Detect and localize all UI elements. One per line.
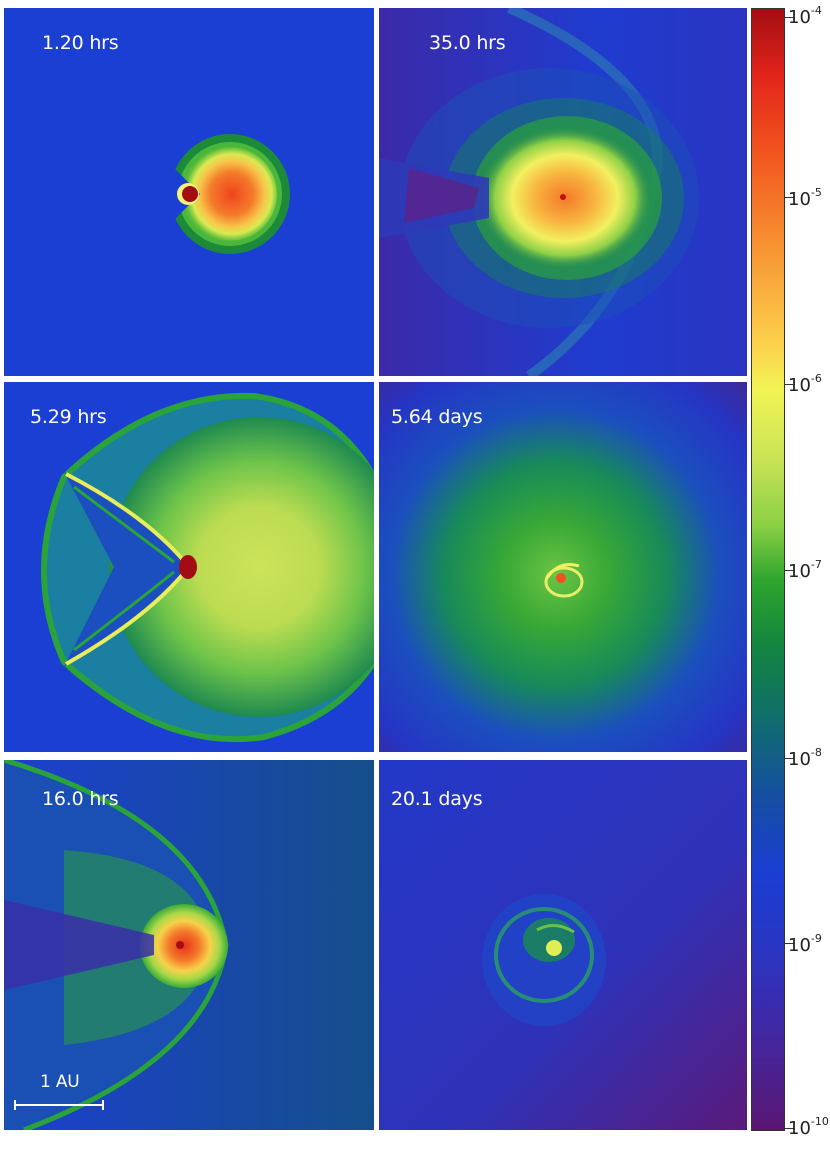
colorbar [751, 8, 785, 1131]
panel-time-label: 1.20 hrs [42, 32, 119, 54]
density-map-2 [379, 8, 747, 376]
colorbar-tick [785, 17, 795, 18]
density-map-4 [379, 382, 747, 752]
panel-35-0-hrs: 35.0 hrs [379, 8, 747, 376]
density-map-1 [4, 8, 374, 376]
density-map-3 [4, 382, 374, 752]
colorbar-tick-label: 10-8 [788, 746, 822, 770]
colorbar-tick [785, 197, 795, 198]
colorbar-tick-label: 10-6 [788, 372, 822, 396]
colorbar-tick [785, 570, 795, 571]
colorbar-tick [785, 943, 795, 944]
colorbar-tick-label: 10-10 [788, 1115, 829, 1139]
scale-bar-label: 1 AU [40, 1072, 80, 1092]
colorbar-tick-label: 10-9 [788, 932, 822, 956]
colorbar-tick [785, 384, 795, 385]
panel-time-label: 5.29 hrs [30, 406, 107, 428]
panel-5-29-hrs: 5.29 hrs [4, 382, 374, 752]
panel-time-label: 35.0 hrs [429, 32, 506, 54]
colorbar-tick-label: 10-5 [788, 186, 822, 210]
colorbar-tick-label: 10-7 [788, 558, 822, 582]
panel-1-20-hrs: 1.20 hrs [4, 8, 374, 376]
density-map-5 [4, 760, 374, 1130]
density-map-6 [379, 760, 747, 1130]
colorbar-tick [785, 758, 795, 759]
panel-20-1-days: 20.1 days [379, 760, 747, 1130]
scale-bar [14, 1100, 104, 1110]
panel-time-label: 16.0 hrs [42, 788, 119, 810]
colorbar-tick [785, 1128, 795, 1129]
panel-time-label: 5.64 days [391, 406, 483, 428]
panel-time-label: 20.1 days [391, 788, 483, 810]
panel-16-0-hrs: 16.0 hrs 1 AU [4, 760, 374, 1130]
panel-5-64-days: 5.64 days [379, 382, 747, 752]
colorbar-tick-label: 10-4 [788, 4, 822, 28]
